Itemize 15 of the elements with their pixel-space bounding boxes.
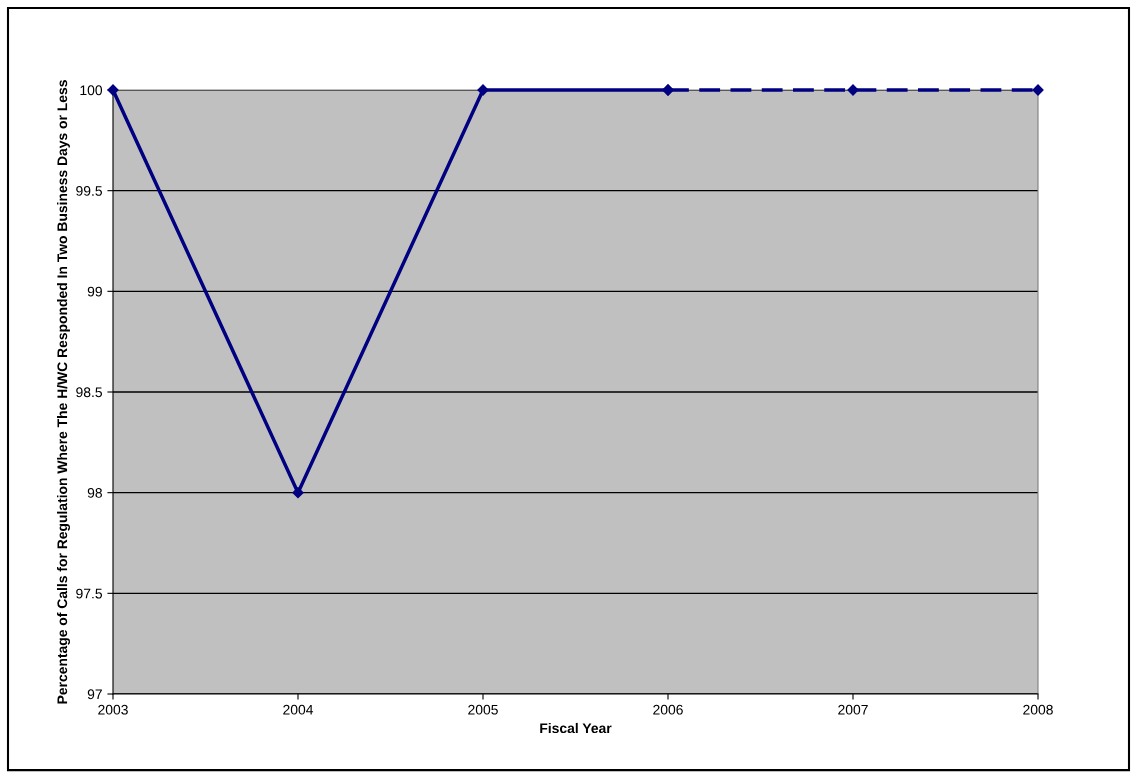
x-tick-label: 2007 (838, 704, 868, 715)
y-tick-label: 98.5 (76, 387, 102, 398)
y-tick-label: 97 (87, 689, 102, 700)
y-tick-label: 97.5 (76, 588, 102, 599)
y-tick-label: 100 (80, 85, 103, 96)
y-tick-label: 99 (87, 286, 102, 297)
x-tick-label: 2006 (653, 704, 683, 715)
y-axis-title: Percentage of Calls for Regulation Where The H/WC Responded In Two Business Days or Less (56, 80, 70, 704)
y-tick-label: 98 (87, 488, 102, 498)
x-tick-label: 2005 (468, 704, 498, 715)
y-tick-label: 99.5 (76, 186, 102, 196)
x-tick-label: 2008 (1023, 704, 1053, 715)
x-tick-label: 2003 (98, 704, 128, 715)
x-axis-title: Fiscal Year (540, 722, 612, 734)
x-tick-label: 2004 (283, 704, 314, 715)
